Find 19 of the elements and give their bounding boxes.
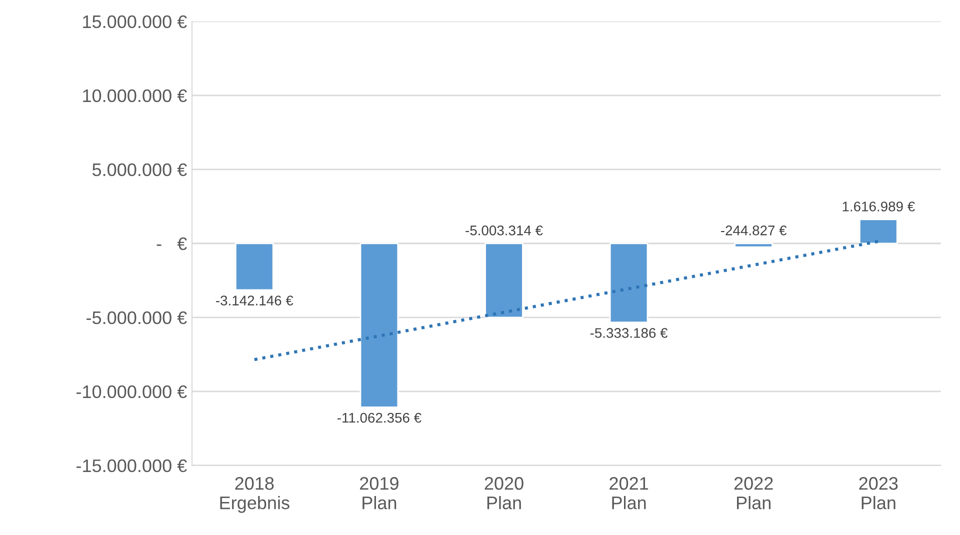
y-tick-label: -5.000.000 € (86, 311, 187, 324)
data-label: -5.003.314 € (466, 226, 543, 236)
y-tick-label: -15.000.000 € (76, 459, 187, 472)
y-tick-label: 15.000.000 € (83, 15, 187, 28)
y-tick-label: -10.000.000 € (76, 385, 187, 398)
x-tick-label: 2018 Ergebnis (220, 477, 290, 513)
y-tick-label: - € (156, 237, 187, 250)
x-tick-label: 2023 Plan (859, 477, 898, 510)
data-label: -11.062.356 € (337, 412, 422, 423)
data-label: -5.333.186 € (590, 328, 668, 338)
y-tick-label: 5.000.000 € (92, 163, 187, 176)
x-tick-label: 2019 Plan (360, 477, 398, 510)
x-tick-label: 2022 Plan (734, 477, 773, 510)
data-label: -3.142.146 € (216, 296, 294, 306)
data-label: -244.827 € (721, 226, 787, 236)
y-tick-label: 10.000.000 € (83, 89, 187, 102)
x-tick-label: 2020 Plan (484, 477, 524, 510)
x-tick-label: 2021 Plan (610, 477, 648, 510)
data-label: 1.616.989 € (842, 202, 915, 212)
